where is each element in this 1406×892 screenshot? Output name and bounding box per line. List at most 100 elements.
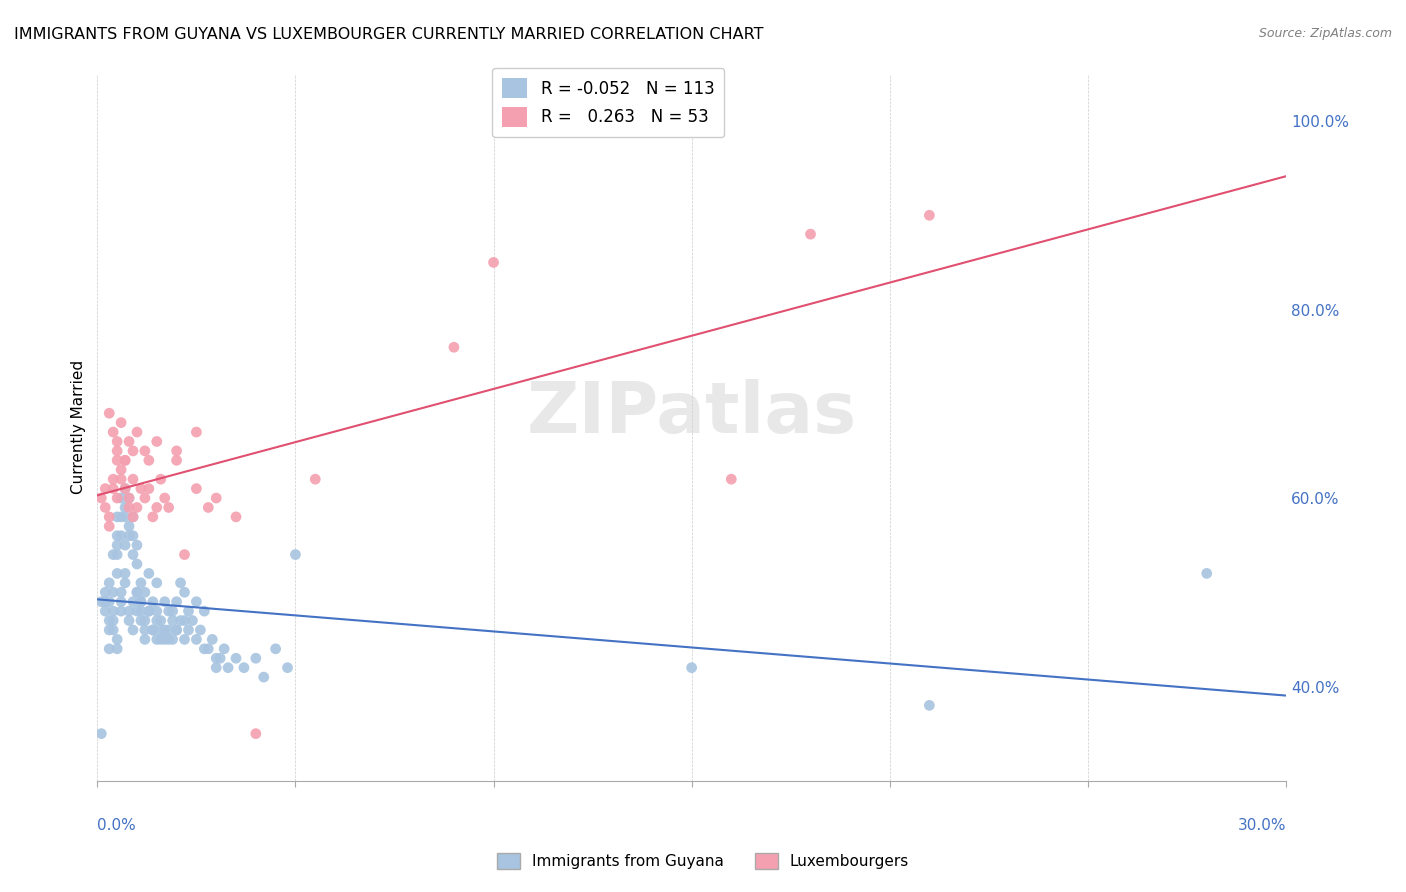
Point	[166, 595, 188, 609]
Point	[918, 698, 941, 713]
Point	[110, 416, 132, 430]
Point	[122, 623, 145, 637]
Point	[177, 623, 200, 637]
Point	[193, 641, 215, 656]
Point	[253, 670, 276, 684]
Point	[103, 585, 125, 599]
Point	[122, 509, 145, 524]
Legend: Immigrants from Guyana, Luxembourgers: Immigrants from Guyana, Luxembourgers	[491, 847, 915, 875]
Point	[212, 641, 235, 656]
Point	[205, 661, 228, 675]
Point	[114, 566, 136, 581]
Point	[110, 472, 132, 486]
Point	[122, 548, 145, 562]
Point	[186, 425, 208, 439]
Point	[98, 575, 121, 590]
Point	[146, 604, 169, 618]
Point	[125, 538, 148, 552]
Point	[114, 453, 136, 467]
Point	[110, 604, 132, 618]
Point	[90, 491, 112, 505]
Point	[129, 595, 152, 609]
Point	[129, 595, 152, 609]
Point	[105, 434, 128, 449]
Point	[118, 604, 141, 618]
Point	[173, 548, 195, 562]
Point	[149, 614, 172, 628]
Point	[225, 651, 247, 665]
Point	[118, 500, 141, 515]
Point	[118, 491, 141, 505]
Y-axis label: Currently Married: Currently Married	[72, 360, 86, 494]
Point	[122, 529, 145, 543]
Point	[205, 491, 228, 505]
Point	[304, 472, 326, 486]
Point	[125, 585, 148, 599]
Point	[284, 548, 307, 562]
Point	[166, 623, 188, 637]
Point	[105, 632, 128, 647]
Point	[118, 434, 141, 449]
Point	[197, 500, 219, 515]
Point	[105, 641, 128, 656]
Point	[129, 614, 152, 628]
Text: Source: ZipAtlas.com: Source: ZipAtlas.com	[1258, 27, 1392, 40]
Point	[103, 604, 125, 618]
Point	[134, 585, 156, 599]
Point	[105, 566, 128, 581]
Point	[110, 585, 132, 599]
Point	[114, 509, 136, 524]
Point	[197, 641, 219, 656]
Point	[134, 623, 156, 637]
Point	[162, 632, 184, 647]
Point	[146, 575, 169, 590]
Point	[98, 595, 121, 609]
Point	[103, 482, 125, 496]
Point	[105, 453, 128, 467]
Point	[94, 500, 117, 515]
Point	[129, 604, 152, 618]
Text: 30.0%: 30.0%	[1237, 819, 1286, 833]
Point	[205, 651, 228, 665]
Point	[103, 472, 125, 486]
Point	[129, 482, 152, 496]
Point	[201, 632, 224, 647]
Point	[129, 575, 152, 590]
Point	[122, 509, 145, 524]
Point	[134, 491, 156, 505]
Point	[118, 519, 141, 533]
Point	[681, 661, 703, 675]
Point	[103, 548, 125, 562]
Point	[103, 623, 125, 637]
Point	[114, 538, 136, 552]
Point	[169, 575, 191, 590]
Point	[166, 444, 188, 458]
Point	[482, 255, 505, 269]
Point	[118, 491, 141, 505]
Point	[110, 463, 132, 477]
Point	[114, 482, 136, 496]
Point	[1195, 566, 1218, 581]
Point	[110, 491, 132, 505]
Point	[443, 340, 465, 354]
Text: ZIPatlas: ZIPatlas	[527, 379, 856, 448]
Point	[209, 651, 232, 665]
Point	[114, 575, 136, 590]
Point	[138, 604, 160, 618]
Point	[157, 604, 180, 618]
Point	[153, 595, 176, 609]
Point	[105, 529, 128, 543]
Point	[799, 227, 821, 241]
Point	[157, 632, 180, 647]
Point	[118, 614, 141, 628]
Point	[186, 632, 208, 647]
Point	[122, 595, 145, 609]
Point	[105, 509, 128, 524]
Point	[125, 557, 148, 571]
Point	[142, 623, 165, 637]
Point	[186, 482, 208, 496]
Point	[125, 585, 148, 599]
Point	[122, 472, 145, 486]
Point	[245, 651, 267, 665]
Point	[98, 519, 121, 533]
